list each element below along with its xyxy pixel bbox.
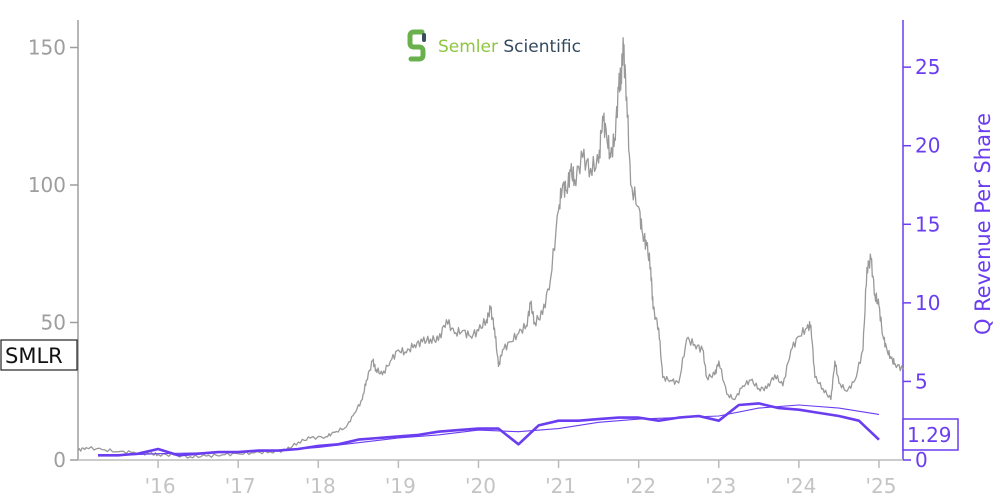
left-tick-label: 150: [28, 36, 66, 60]
x-tick-label: '25: [865, 474, 896, 498]
left-tick-label: 50: [41, 311, 66, 335]
series-layer: [77, 37, 904, 459]
x-tick-label: '20: [465, 474, 496, 498]
ticker-label: SMLR: [0, 339, 78, 371]
right-tick-label: 5: [915, 369, 928, 393]
x-tick-label: '18: [305, 474, 336, 498]
price-series-line: [77, 37, 904, 459]
revenue-trend-line: [117, 404, 880, 456]
semler-logo: Semler Scientific: [407, 29, 581, 62]
right-y-axis: 0 5 10 15 20 25: [902, 20, 940, 472]
left-tick-label: 0: [53, 448, 66, 472]
x-tick-label: '22: [625, 474, 656, 498]
right-tick-label: 0: [915, 448, 928, 472]
svg-text:Semler Scientific: Semler Scientific: [438, 37, 581, 57]
right-tick-label: 15: [915, 212, 940, 236]
right-tick-label: 20: [915, 134, 940, 158]
logo-mark-icon: [407, 29, 426, 62]
x-tick-label: '19: [385, 474, 416, 498]
last-value-label: 1.29: [902, 418, 959, 451]
x-tick-label: '23: [705, 474, 736, 498]
x-tick-label: '16: [145, 474, 176, 498]
x-axis: '16 '17 '18 '19 '20 '21 '22 '23 '24 '25: [78, 459, 903, 498]
right-axis-title: Q Revenue Per Share: [971, 113, 995, 335]
x-tick-label: '24: [785, 474, 816, 498]
revenue-series-line: [98, 402, 880, 457]
logo-brand-first: Semler: [438, 37, 498, 57]
ticker-label-text: SMLR: [5, 344, 63, 368]
x-tick-label: '17: [225, 474, 256, 498]
left-y-axis: 0 50 100 150: [28, 20, 79, 472]
x-tick-label: '21: [545, 474, 576, 498]
right-tick-label: 25: [915, 55, 940, 79]
right-tick-label: 10: [915, 291, 940, 315]
left-tick-label: 100: [28, 173, 66, 197]
last-value-text: 1.29: [907, 423, 952, 447]
logo-brand-second: Scientific: [498, 37, 581, 57]
